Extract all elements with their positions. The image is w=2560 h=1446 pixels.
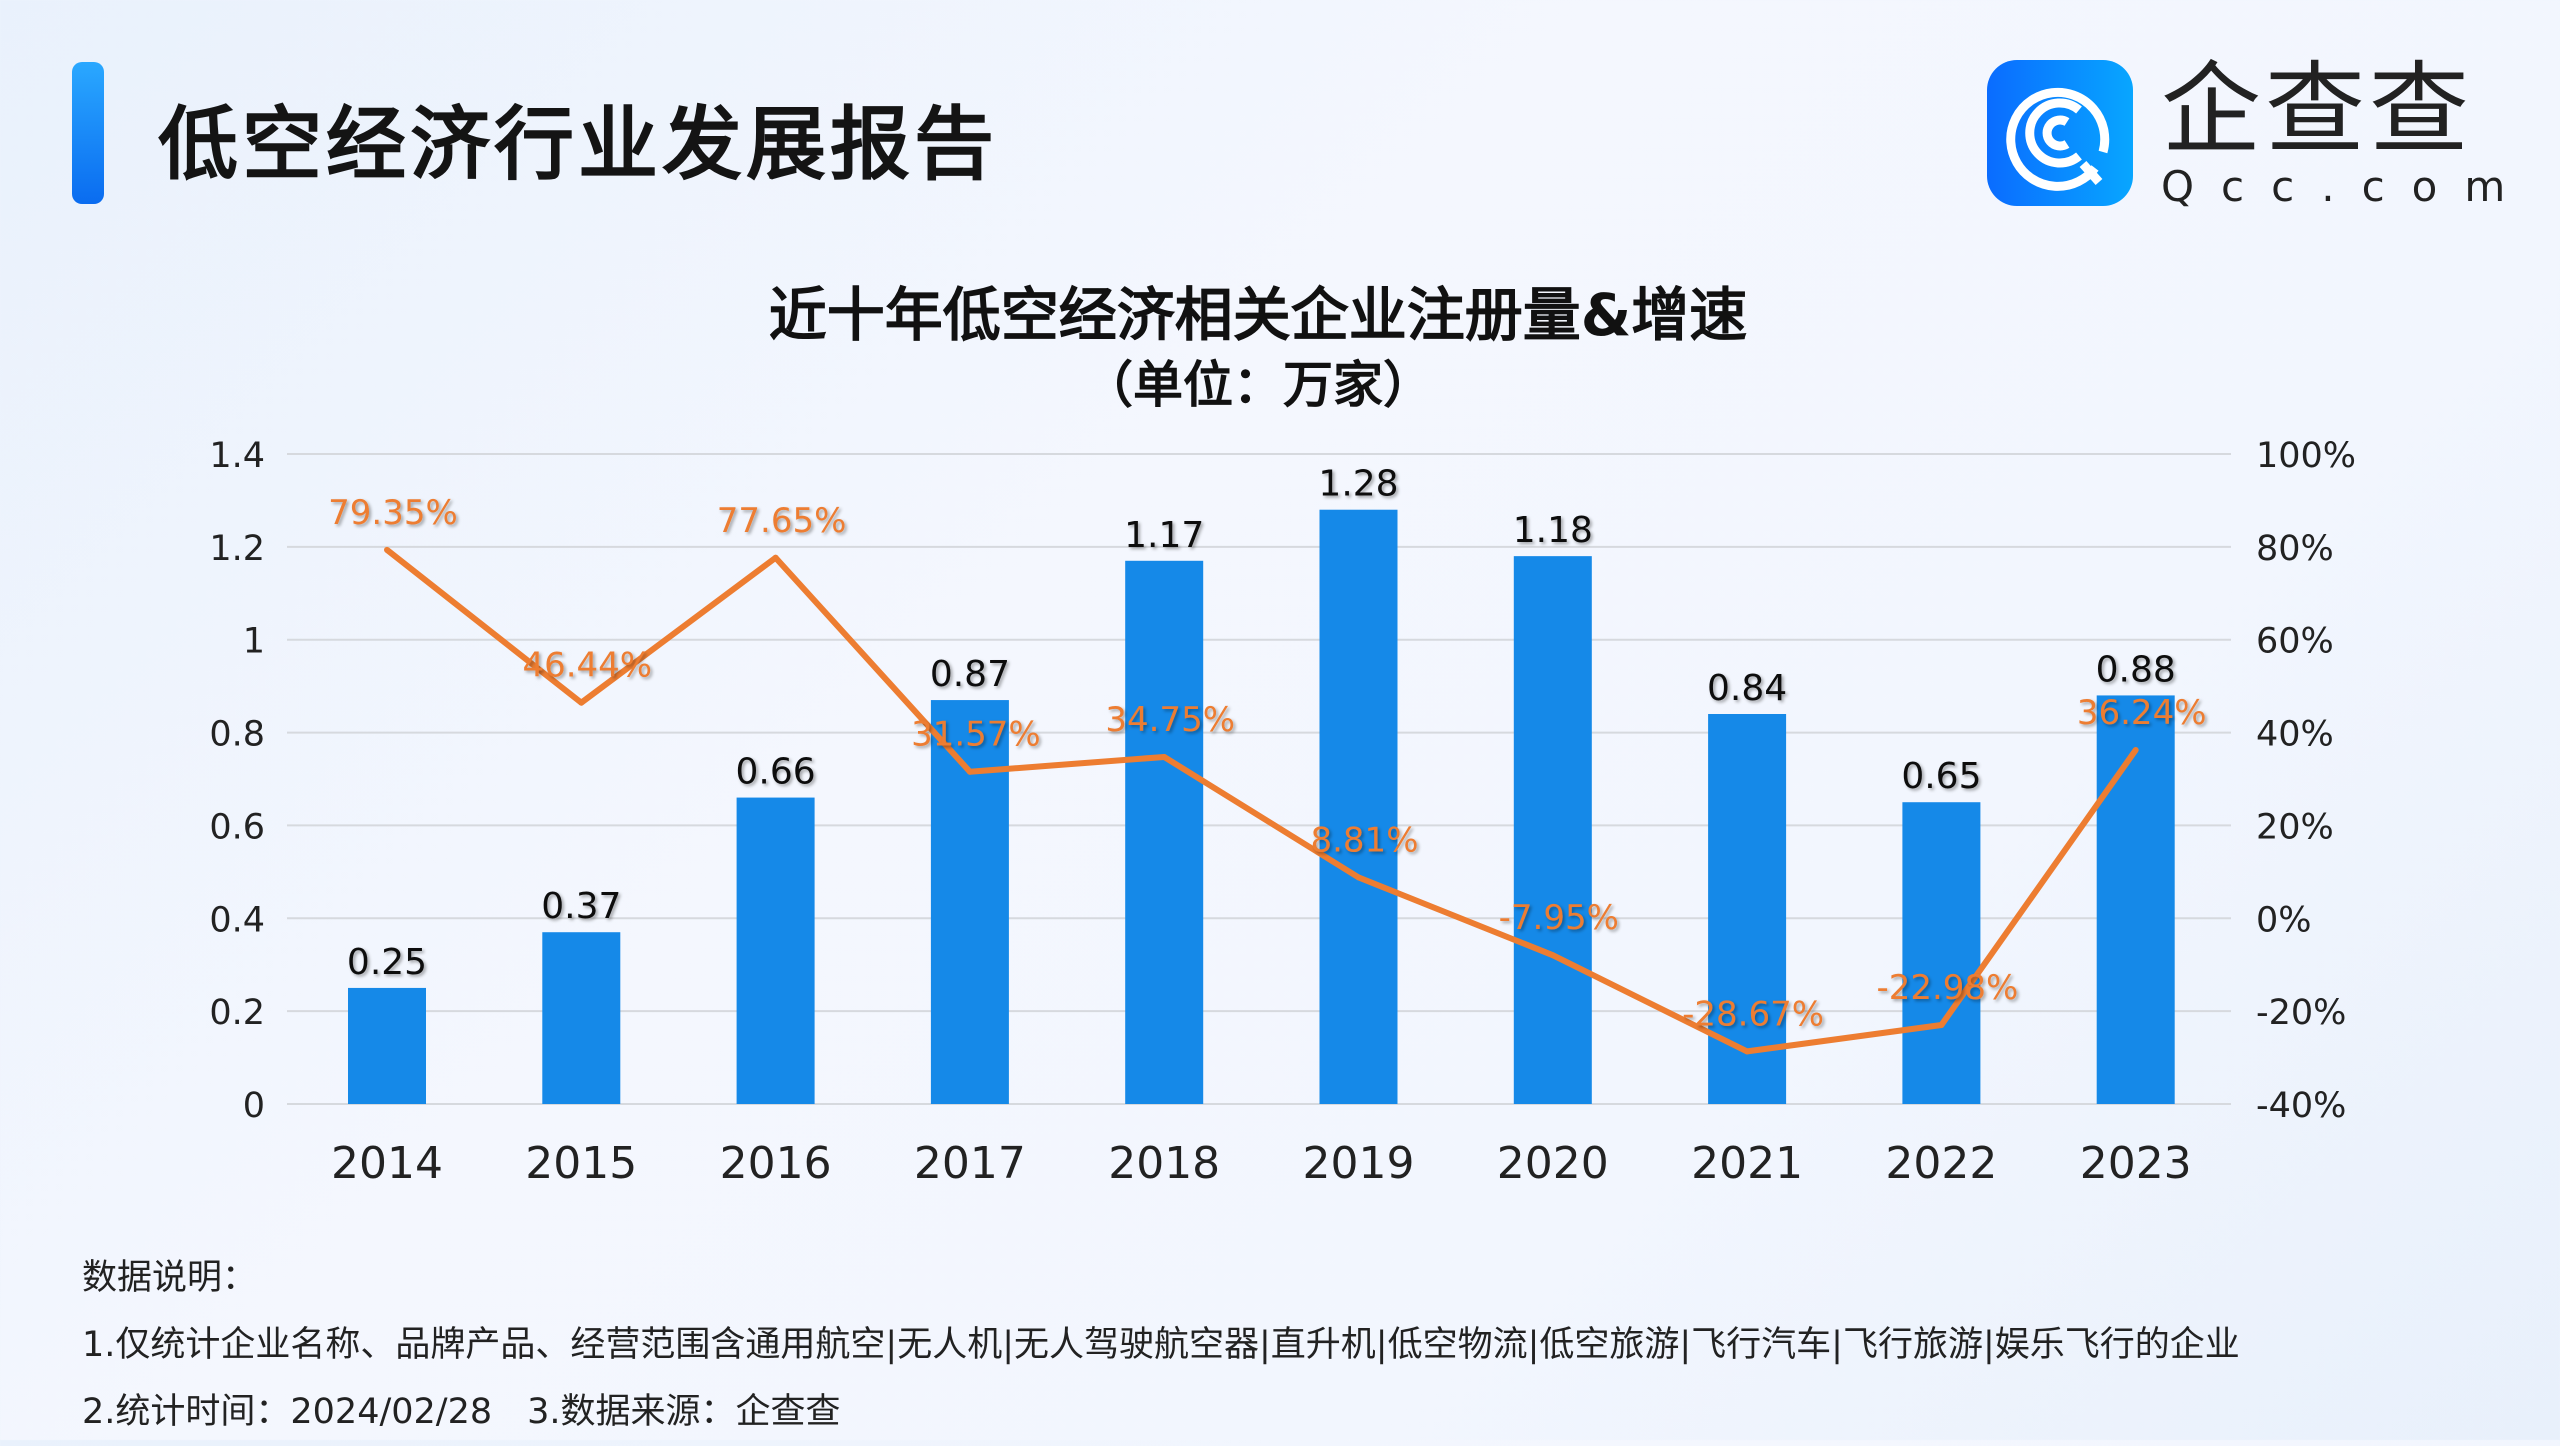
- notes-line-2: 2.统计时间：2024/02/28 3.数据来源：企查查: [82, 1392, 841, 1432]
- bar: [930, 700, 1009, 1104]
- growth-value-label: 36.24%: [2077, 693, 2207, 733]
- growth-point: [384, 546, 390, 553]
- growth-point: [2132, 747, 2139, 754]
- bar: [2096, 695, 2175, 1104]
- growth-value-label: -7.95%: [1499, 898, 1619, 938]
- bar-value-label: 0.37: [541, 886, 621, 927]
- growth-point: [578, 699, 585, 706]
- logo: 企查查 Qcc.com: [1987, 60, 2532, 211]
- y-left-tick-label: 0.2: [209, 993, 265, 1033]
- y-right-tick-label: 100%: [2256, 436, 2356, 476]
- growth-value-label: 46.44%: [522, 646, 652, 686]
- growth-point: [1549, 952, 1556, 959]
- y-left-tick-label: 1.4: [209, 436, 265, 476]
- x-tick-label: 2020: [1497, 1138, 1609, 1189]
- growth-value-label: -28.67%: [1682, 994, 1824, 1034]
- bar-value-label: 0.84: [1707, 668, 1787, 709]
- growth-point: [1938, 1021, 1945, 1028]
- qcc-logo-icon: [1987, 60, 2133, 206]
- growth-value-label: 8.81%: [1310, 820, 1418, 860]
- growth-value-label: 77.65%: [717, 501, 847, 541]
- y-right-tick-label: -20%: [2256, 993, 2346, 1033]
- bar-value-label: 0.66: [736, 752, 816, 793]
- growth-point: [1161, 753, 1168, 760]
- y-right-tick-label: 60%: [2256, 622, 2334, 662]
- y-right-tick-label: 40%: [2256, 715, 2334, 755]
- bar-value-label: 0.25: [347, 942, 427, 983]
- bar: [542, 932, 621, 1104]
- growth-value-label: 31.57%: [911, 715, 1041, 755]
- growth-point: [1744, 1048, 1751, 1055]
- logo-name-cn: 企查查: [2161, 51, 2473, 168]
- x-tick-label: 2017: [914, 1138, 1026, 1189]
- growth-value-label: 34.75%: [1105, 700, 1235, 740]
- x-tick-label: 2016: [720, 1138, 832, 1189]
- bar: [1319, 509, 1398, 1104]
- chart-subtitle: （单位：万家）: [1083, 356, 1433, 414]
- x-tick-label: 2018: [1108, 1138, 1220, 1189]
- bar-value-label: 1.17: [1124, 515, 1204, 556]
- growth-point: [966, 768, 973, 775]
- bar: [1513, 556, 1592, 1104]
- x-tick-label: 2021: [1691, 1138, 1803, 1189]
- bar: [348, 987, 426, 1104]
- growth-point: [1355, 874, 1362, 881]
- notes-heading: 数据说明：: [82, 1258, 258, 1298]
- growth-point: [772, 554, 779, 561]
- bar: [736, 797, 815, 1104]
- y-right-tick-label: 80%: [2256, 529, 2334, 569]
- notes-line-1: 1.仅统计企业名称、品牌产品、经营范围含通用航空|无人机|无人驾驶航空器|直升机…: [82, 1325, 2240, 1365]
- y-left-tick-label: 1: [243, 622, 265, 662]
- x-tick-label: 2019: [1303, 1138, 1415, 1189]
- y-right-tick-label: -40%: [2256, 1086, 2346, 1126]
- growth-value-label: -22.98%: [1876, 968, 2018, 1008]
- page-title: 低空经济行业发展报告: [158, 98, 998, 191]
- data-notes: 数据说明： 1.仅统计企业名称、品牌产品、经营范围含通用航空|无人机|无人驾驶航…: [82, 1245, 2240, 1446]
- y-left-tick-label: 0.8: [209, 715, 265, 755]
- bar-value-label: 0.65: [1901, 756, 1981, 797]
- y-right-tick-label: 20%: [2256, 807, 2334, 847]
- title-accent-bar: [72, 62, 104, 204]
- y-left-tick-label: 0: [243, 1086, 265, 1126]
- growth-line: [385, 547, 2139, 1055]
- bar-value-label: 1.18: [1513, 510, 1593, 551]
- bar-value-label: 0.87: [930, 654, 1010, 695]
- x-tick-label: 2014: [331, 1138, 443, 1189]
- bar: [1125, 560, 1204, 1104]
- y-left-tick-label: 1.2: [209, 529, 265, 569]
- growth-value-label: 79.35%: [328, 493, 458, 533]
- y-left-tick-label: 0.6: [209, 807, 265, 847]
- bar: [1902, 802, 1981, 1104]
- x-tick-label: 2022: [1885, 1138, 1997, 1189]
- x-tick-label: 2015: [525, 1138, 637, 1189]
- y-right-tick-label: 0%: [2256, 900, 2312, 940]
- chart-title: 近十年低空经济相关企业注册量&增速: [768, 281, 1748, 349]
- logo-name-en: Qcc.com: [2161, 162, 2533, 211]
- bar-value-label: 1.28: [1318, 464, 1398, 505]
- y-left-tick-label: 0.4: [209, 900, 265, 940]
- bar-value-label: 0.88: [2096, 649, 2176, 690]
- x-tick-label: 2023: [2080, 1138, 2192, 1189]
